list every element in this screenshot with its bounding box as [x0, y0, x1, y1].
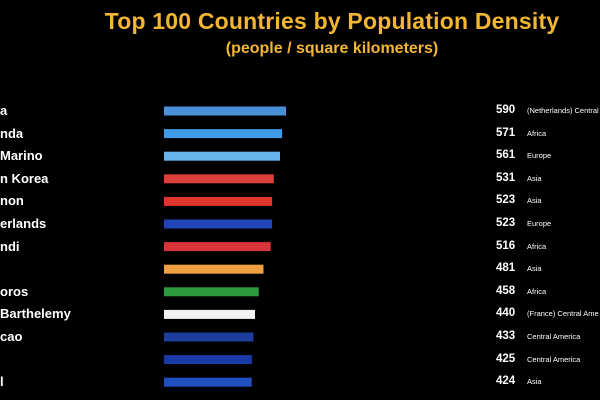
country-label: nda: [0, 125, 24, 141]
region-label: (Netherlands) Central: [527, 106, 599, 115]
country-label: non: [0, 193, 24, 209]
region-label: Asia: [527, 173, 542, 183]
bar: [164, 264, 264, 274]
value-label: 523: [496, 217, 516, 229]
country-label: Marino: [0, 148, 43, 164]
region-label: Europe: [527, 151, 552, 161]
region-label: Asia: [527, 196, 542, 206]
value-label: 433: [496, 330, 516, 342]
region-label: Africa: [527, 286, 547, 296]
country-label: l: [0, 374, 4, 390]
chart-title: Top 100 Countries by Population Density: [104, 8, 560, 34]
value-label: 516: [496, 239, 516, 252]
bar: [164, 242, 271, 252]
bar: [164, 287, 259, 297]
region-label: Central America: [527, 354, 581, 364]
bar: [164, 332, 254, 342]
value-label: 571: [496, 126, 516, 139]
region-label: Africa: [527, 128, 547, 138]
bar: [164, 129, 283, 139]
bar: [164, 309, 255, 319]
bar: [164, 196, 273, 206]
region-label: Central America: [527, 332, 581, 341]
country-label: Barthelemy: [0, 306, 71, 322]
region-label: Europe: [527, 219, 552, 228]
bar: [164, 355, 252, 365]
value-label: 523: [496, 194, 516, 207]
value-label: 458: [496, 284, 516, 297]
value-label: 590: [496, 104, 516, 116]
region-label: Asia: [527, 264, 542, 274]
bar: [164, 219, 273, 229]
value-label: 424: [496, 375, 516, 388]
bar: [164, 174, 274, 184]
value-label: 561: [496, 149, 516, 162]
value-label: 531: [496, 171, 516, 184]
value-label: 481: [496, 262, 516, 275]
region-label: Asia: [527, 377, 542, 387]
region-label: Africa: [527, 241, 547, 251]
bar: [164, 151, 280, 161]
country-label: n Korea: [0, 170, 49, 186]
country-label: cao: [0, 329, 23, 344]
country-label: a: [0, 103, 8, 118]
chart-subtitle: (people / square kilometers): [225, 40, 439, 57]
value-label: 440: [496, 307, 516, 320]
country-label: erlands: [0, 216, 47, 231]
value-label: 425: [496, 352, 516, 365]
bar: [164, 106, 286, 116]
region-label: (France) Central Ame: [527, 309, 599, 319]
country-label: ndi: [0, 238, 20, 254]
country-label: oros: [0, 283, 29, 299]
bar: [164, 377, 252, 387]
